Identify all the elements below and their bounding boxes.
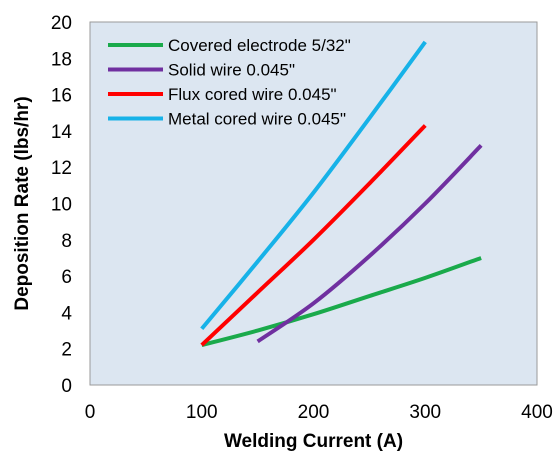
- legend-label-1: Covered electrode 5/32": [168, 36, 351, 55]
- legend-label-2: Solid wire 0.045": [168, 61, 295, 80]
- x-tick-labels: 0 100 200 300 400: [85, 402, 553, 423]
- x-tick-label: 300: [409, 402, 441, 423]
- plot-area: [89, 21, 538, 386]
- y-tick-label: 18: [51, 49, 72, 70]
- y-tick-label: 20: [51, 13, 72, 34]
- x-tick-label: 200: [298, 402, 330, 423]
- y-axis-title: Deposition Rate (lbs/hr): [12, 96, 33, 310]
- x-axis-title: Welding Current (A): [224, 431, 403, 452]
- y-tick-label: 10: [51, 195, 72, 216]
- y-tick-label: 8: [61, 231, 72, 252]
- y-tick-label: 2: [61, 340, 72, 361]
- legend: Covered electrode 5/32" Solid wire 0.045"…: [108, 36, 351, 129]
- legend-label-4: Metal cored wire 0.045": [168, 110, 346, 129]
- y-tick-label: 16: [51, 86, 72, 107]
- x-tick-label: 400: [521, 402, 553, 423]
- series-line-3: [200, 124, 427, 347]
- y-tick-label: 0: [61, 376, 72, 397]
- y-tick-label: 14: [51, 122, 73, 143]
- series-line-4: [200, 40, 427, 331]
- y-tick-label: 6: [61, 267, 72, 288]
- x-tick-label: 100: [186, 402, 218, 423]
- series-line-1: [201, 256, 482, 348]
- series-layer: [200, 40, 483, 348]
- x-tick-label: 0: [85, 402, 96, 423]
- series-line-2: [256, 144, 483, 344]
- y-tick-labels: 0 2 4 6 8 10 12 14 16 18 20: [51, 13, 73, 397]
- legend-label-3: Flux cored wire 0.045": [168, 85, 337, 104]
- y-tick-label: 4: [61, 303, 72, 324]
- y-tick-label: 12: [51, 158, 72, 179]
